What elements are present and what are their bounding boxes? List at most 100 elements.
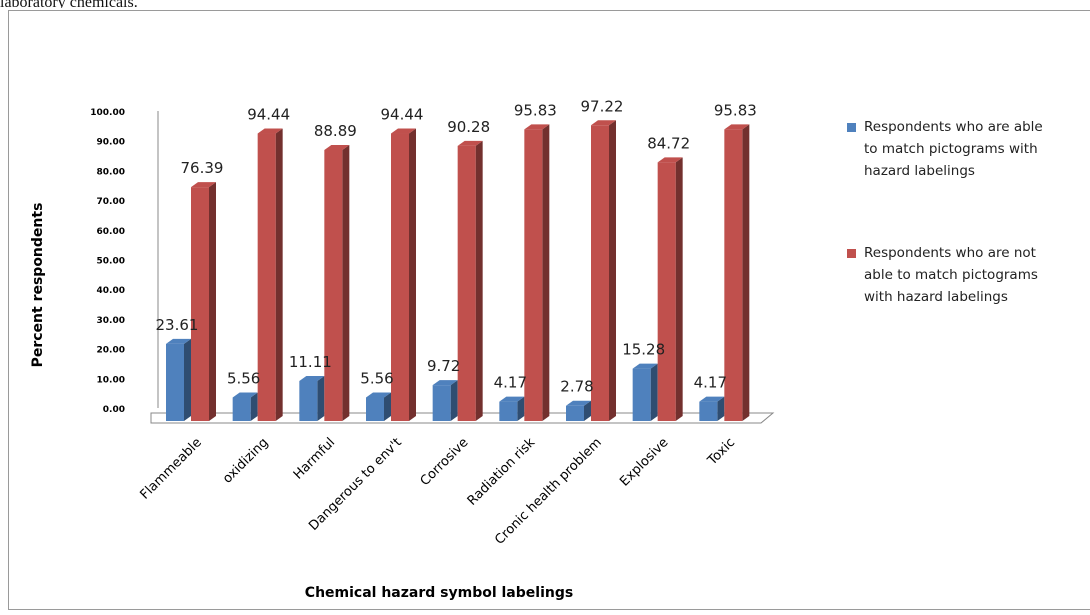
data-label-series-1: 84.72 <box>647 134 690 152</box>
bar-top-1 <box>724 124 750 130</box>
bar-series-1 <box>524 129 543 422</box>
data-label-series-1: 95.83 <box>714 101 757 119</box>
y-tick-label: 90.00 <box>97 138 125 148</box>
bar-top-1 <box>257 128 283 134</box>
legend-swatch-1 <box>847 249 856 258</box>
data-label-series-0: 5.56 <box>360 369 393 387</box>
x-tick-label: Flammeable <box>137 435 204 502</box>
bar-series-0 <box>699 401 718 421</box>
bar-side-0 <box>717 396 725 421</box>
data-label-series-1: 76.39 <box>181 159 224 177</box>
bar-side-0 <box>584 400 591 421</box>
bar-series-1 <box>591 125 609 422</box>
x-tick-label: Radiation risk <box>465 435 539 509</box>
x-tick-label: Cronic health problem <box>492 435 605 548</box>
bar-side-1 <box>342 144 350 421</box>
bar-series-0 <box>299 381 318 421</box>
bar-series-1 <box>657 162 676 422</box>
data-label-series-1: 94.44 <box>247 106 290 124</box>
bar-top-0 <box>432 380 458 386</box>
y-tick-label: 100.00 <box>90 108 125 118</box>
bar-top-0 <box>166 338 191 344</box>
bar-series-1 <box>191 187 209 421</box>
bar-top-0 <box>632 363 658 369</box>
chart-frame: 0.00 10.00 20.00 30.00 40.00 50.00 60.00 70.00 8… <box>8 10 1090 610</box>
bar-side-0 <box>450 380 458 421</box>
data-label-series-1: 94.44 <box>381 106 424 124</box>
bar-top-1 <box>457 140 483 146</box>
bar-series-0 <box>632 368 651 421</box>
legend-label-1: with hazard labelings <box>864 289 1008 305</box>
legend-label-1: able to match pictograms <box>864 267 1038 283</box>
data-label-series-0: 9.72 <box>427 357 460 375</box>
bar-series-1 <box>724 129 743 422</box>
bar-side-1 <box>209 182 216 421</box>
legend-swatch-0 <box>847 123 856 132</box>
y-tick-label: 80.00 <box>97 167 125 177</box>
data-label-series-0: 11.11 <box>289 353 332 371</box>
data-label-series-0: 4.17 <box>494 374 527 392</box>
bar-side-1 <box>409 128 416 422</box>
bar-side-1 <box>609 120 616 422</box>
bar-side-1 <box>742 124 750 422</box>
x-tick-label: Harmful <box>291 435 338 482</box>
figure-caption: laboratory chemicals. <box>0 0 600 8</box>
y-tick-label: 0.00 <box>103 405 125 415</box>
bar-series-1 <box>324 149 343 421</box>
data-label-series-1: 97.22 <box>581 97 624 115</box>
y-tick-label: 70.00 <box>97 197 125 207</box>
data-label-series-1: 95.83 <box>514 101 557 119</box>
bar-top-1 <box>591 120 616 126</box>
x-tick-label: oxidizing <box>220 435 271 486</box>
legend-label-0: to match pictograms with <box>864 141 1038 157</box>
x-tick-label: Toxic <box>704 435 738 469</box>
y-axis-title: Percent respondents <box>30 203 46 368</box>
bar-side-1 <box>675 157 683 422</box>
legend-label-0: hazard labelings <box>864 163 975 179</box>
bar-side-0 <box>184 338 191 421</box>
bar-side-0 <box>317 376 325 421</box>
bar-top-0 <box>366 392 391 398</box>
bar-side-0 <box>250 392 258 421</box>
bar-top-0 <box>566 400 591 406</box>
y-tick-label: 30.00 <box>97 316 125 326</box>
bar-chart: 0.00 10.00 20.00 30.00 40.00 50.00 60.00 70.00 8… <box>30 97 1043 601</box>
legend-label-1: Respondents who are not <box>864 245 1036 261</box>
bar-top-1 <box>324 144 350 150</box>
data-label-series-1: 88.89 <box>314 122 357 140</box>
bar-top-1 <box>191 182 216 188</box>
bar-series-1 <box>457 145 476 421</box>
bar-side-1 <box>542 124 550 422</box>
bar-top-0 <box>699 396 725 402</box>
bar-top-0 <box>232 392 258 398</box>
bar-top-1 <box>391 128 416 134</box>
bar-series-0 <box>166 343 184 421</box>
bar-top-1 <box>524 124 550 130</box>
data-label-series-0: 4.17 <box>694 374 727 392</box>
data-label-series-1: 90.28 <box>447 118 490 136</box>
bars-layer <box>166 120 750 422</box>
bar-top-1 <box>657 157 683 163</box>
y-tick-label: 50.00 <box>97 257 125 267</box>
bar-series-0 <box>432 385 451 421</box>
bar-side-0 <box>384 392 391 421</box>
x-tick-label: Corrosive <box>418 435 472 489</box>
y-tick-label: 60.00 <box>97 227 125 237</box>
bar-top-0 <box>499 396 525 402</box>
bar-series-0 <box>232 397 251 421</box>
bar-side-1 <box>275 128 283 422</box>
bar-side-0 <box>650 363 658 421</box>
legend: Respondents who are able to match pictogr… <box>847 119 1043 305</box>
bar-top-0 <box>299 376 325 382</box>
y-tick-label: 40.00 <box>97 286 125 296</box>
bar-series-0 <box>499 401 518 421</box>
data-label-series-0: 5.56 <box>227 369 260 387</box>
x-axis-title: Chemical hazard symbol labelings <box>305 585 573 601</box>
bar-series-0 <box>366 397 384 421</box>
data-label-series-0: 2.78 <box>560 378 593 396</box>
data-label-series-0: 23.61 <box>156 316 199 334</box>
data-label-series-0: 15.28 <box>622 341 665 359</box>
bar-series-1 <box>257 133 276 422</box>
bar-series-0 <box>566 405 584 421</box>
y-tick-label: 10.00 <box>97 375 125 385</box>
